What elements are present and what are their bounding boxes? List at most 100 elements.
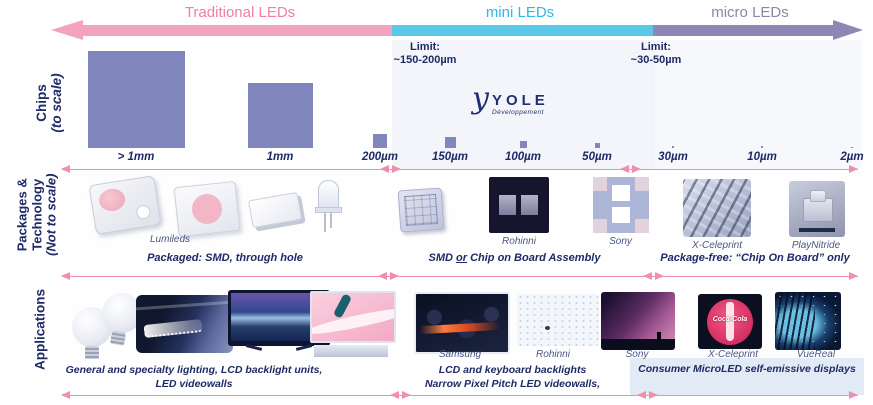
chip-square	[519, 141, 527, 148]
chip-size-label: 2µm	[840, 151, 864, 163]
yole-developpement-logo: y YOLE Développement	[472, 81, 549, 117]
chip-holder	[373, 50, 387, 148]
caption-text: Chip on Board Assembly	[467, 252, 601, 264]
chip-square	[671, 145, 675, 148]
brand-label-sony: Sony	[609, 236, 632, 247]
cob-led-module-image	[173, 180, 241, 238]
micro-led-zone-tint	[655, 40, 862, 169]
chip-size-group: 1mm	[235, 50, 325, 163]
chip-size-group: 100µm	[488, 50, 558, 163]
arrowhead-left-icon	[390, 390, 399, 399]
yole-logo-subtitle-text: Développement	[491, 109, 544, 116]
arrowhead-left-icon	[61, 164, 70, 173]
mini-led-smd-package-image	[397, 187, 445, 233]
arrowhead-right-icon	[849, 164, 858, 173]
arrowhead-right-icon	[392, 164, 401, 173]
chip-holder	[851, 50, 853, 148]
limit-range: ~150-200µm	[393, 54, 457, 66]
arrowhead-left-icon	[378, 271, 387, 280]
arrowhead-left-icon	[620, 164, 629, 173]
led-die-shape	[521, 195, 538, 215]
display-bottom-strip-shape	[601, 339, 675, 350]
chip-holder	[519, 50, 527, 148]
billboard-bottle-shape	[332, 293, 353, 319]
chip-size-label: 1mm	[266, 151, 294, 163]
chip-size-group: > 1mm	[87, 50, 185, 163]
contact-pad-shape	[135, 204, 152, 221]
brand-label-vuereal: VueReal	[796, 349, 836, 360]
arrowhead-left-icon	[380, 164, 389, 173]
chip-size-label: 150µm	[431, 151, 469, 163]
bulb-base-shape	[110, 330, 126, 346]
car-roofline-shape	[136, 300, 233, 311]
phosphor-circle-shape	[190, 192, 224, 226]
arrowhead-right-icon	[849, 390, 858, 399]
mini-leds-bar	[392, 25, 653, 36]
arrowhead-left-icon	[637, 390, 646, 399]
chip-size-label: 50µm	[582, 151, 612, 163]
chips-row-label-line1: Chips	[34, 84, 49, 122]
micro-led-size-limit-note: Limit: ~30-50µm	[618, 41, 694, 67]
brand-label-sony: Sony	[625, 349, 649, 360]
led-videowall-image	[306, 291, 396, 357]
chip-square	[373, 134, 387, 148]
caption-text: SMD	[428, 252, 457, 264]
arrowhead-left-icon	[61, 390, 70, 399]
traditional-packaging-caption: Packaged: SMD, through hole	[147, 252, 303, 264]
chip-size-label: 10µm	[747, 151, 777, 163]
mini-leds-label: mini LEDs	[485, 4, 555, 21]
yole-logo-y-glyph: y	[472, 81, 489, 116]
person-silhouette-shape	[657, 332, 661, 341]
traditional-applications-caption: General and specialty lighting, LCD back…	[65, 364, 323, 390]
chips-row-label-line2: (to scale)	[49, 73, 64, 133]
chip-holder	[247, 50, 313, 148]
chip-holder	[594, 50, 600, 148]
chip-size-label: 100µm	[504, 151, 542, 163]
chip-scale-line	[61, 164, 858, 173]
playnitride-microled-chip-image	[789, 181, 845, 237]
x-celeprint-round-display-image: Coca-Cola	[698, 294, 762, 349]
chip-size-group: 10µm	[727, 50, 797, 163]
billboard-screen-shape	[310, 291, 396, 343]
x-celeprint-microled-array-image	[683, 179, 751, 237]
brand-label-lumileds: Lumileds	[149, 234, 191, 245]
arrowhead-right-icon	[833, 20, 863, 40]
coca-cola-logo-text: Coca-Cola	[712, 316, 748, 323]
caption-or-text: or	[456, 252, 468, 264]
billboard-swoosh-shape	[312, 303, 394, 339]
chip-size-label: 200µm	[361, 151, 399, 163]
chip-top-shape	[810, 190, 826, 202]
car-headlight-image	[136, 295, 233, 353]
limit-title: Limit:	[641, 41, 671, 53]
arrowhead-right-icon	[390, 271, 399, 280]
arrowhead-left-icon	[643, 271, 652, 280]
chip-square	[851, 146, 853, 148]
chip-square	[247, 83, 313, 148]
micro-leds-label: micro LEDs	[711, 4, 789, 21]
led-lead-shape	[330, 213, 332, 228]
chip-size-label: 30µm	[658, 151, 688, 163]
bulb-base-shape	[85, 346, 99, 359]
bottom-divider-line	[61, 390, 858, 399]
chip-square	[594, 143, 600, 148]
brand-label-samsung: Samsung	[438, 349, 482, 360]
mini-led-size-limit-note: Limit: ~150-200µm	[385, 41, 465, 67]
headlight-strip-shape	[143, 319, 203, 338]
chip-size-group: 30µm	[638, 50, 708, 163]
arrowhead-right-icon	[649, 390, 658, 399]
samsung-display-image	[414, 292, 510, 354]
traditional-leds-bar	[83, 25, 392, 36]
led-lead-shape	[324, 213, 326, 232]
chip-body-shape	[803, 198, 833, 222]
chip-square	[444, 137, 456, 148]
micro-led-caption-panel	[630, 358, 864, 395]
chip-square	[87, 51, 185, 148]
sony-cob-module-image	[593, 177, 649, 233]
packages-row-label-line1: Packages &	[14, 178, 30, 252]
traditional-leds-label: Traditional LEDs	[184, 4, 296, 21]
packages-divider-line	[61, 271, 858, 280]
ember-glow-shape	[419, 321, 501, 335]
chip-size-group: 200µm	[345, 50, 415, 163]
arrowhead-right-icon	[402, 390, 411, 399]
